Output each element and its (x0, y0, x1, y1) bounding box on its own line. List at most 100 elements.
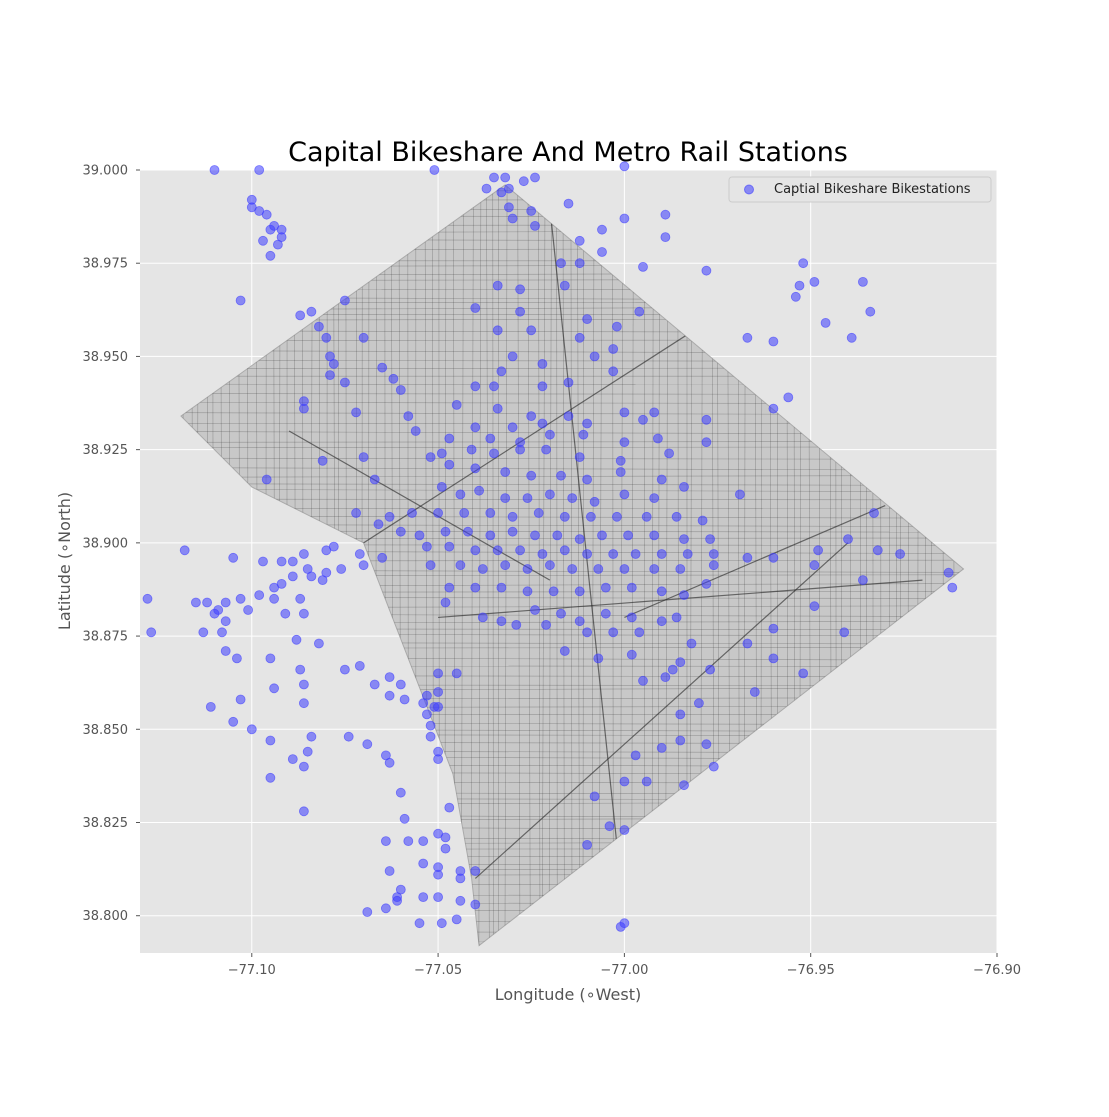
bikestation-point (594, 654, 603, 663)
bikestation-point (355, 661, 364, 670)
bikestation-point (661, 673, 670, 682)
bikestation-point (437, 919, 446, 928)
bikestation-point (262, 210, 271, 219)
bikestation-point (337, 565, 346, 574)
bikestation-point (504, 203, 513, 212)
bikestation-point (318, 456, 327, 465)
bikestation-point (210, 166, 219, 175)
bikestation-point (516, 546, 525, 555)
bikestation-point (490, 173, 499, 182)
bikestation-point (422, 542, 431, 551)
bikestation-point (445, 583, 454, 592)
bikestation-point (471, 423, 480, 432)
bikestation-point (180, 546, 189, 555)
bikestation-point (631, 751, 640, 760)
bikestation-point (538, 359, 547, 368)
legend-marker (745, 185, 754, 194)
bikestation-point (318, 576, 327, 585)
bikestation-point (385, 673, 394, 682)
bikestation-point (296, 665, 305, 674)
bikestation-point (650, 494, 659, 503)
bikestation-point (683, 550, 692, 559)
bikestation-point (769, 404, 778, 413)
bikestation-point (471, 464, 480, 473)
bikestation-point (296, 594, 305, 603)
bikestation-point (538, 419, 547, 428)
bikestation-point (422, 710, 431, 719)
bikestation-point (236, 296, 245, 305)
bikestation-point (385, 758, 394, 767)
bikestation-point (620, 408, 629, 417)
bikestation-point (445, 803, 454, 812)
bikestation-point (255, 166, 264, 175)
bikestation-point (609, 345, 618, 354)
bikestation-point (598, 248, 607, 257)
bikestation-point (635, 628, 644, 637)
bikestation-point (277, 557, 286, 566)
bikestation-point (396, 527, 405, 536)
bikestation-point (434, 702, 443, 711)
bikestation-point (322, 333, 331, 342)
bikestation-point (538, 382, 547, 391)
bikestation-point (147, 628, 156, 637)
legend: Captial Bikeshare Bikestations (729, 177, 991, 202)
bikestation-point (784, 393, 793, 402)
bikestation-point (344, 732, 353, 741)
bikestation-point (493, 281, 502, 290)
bikestation-point (844, 535, 853, 544)
bikestation-point (497, 617, 506, 626)
bikestation-point (575, 587, 584, 596)
bikestation-point (236, 695, 245, 704)
bikestation-point (534, 509, 543, 518)
bikestation-point (270, 684, 279, 693)
bikestation-point (266, 773, 275, 782)
y-tick-label: 38.825 (83, 816, 129, 831)
bikestation-point (441, 527, 450, 536)
bikestation-point (247, 725, 256, 734)
bikestation-point (482, 184, 491, 193)
bikestation-point (624, 531, 633, 540)
bikestation-point (314, 322, 323, 331)
bikestation-point (687, 639, 696, 648)
bikestation-point (329, 359, 338, 368)
y-tick-label: 39.000 (83, 164, 129, 179)
bikestation-point (501, 561, 510, 570)
bikestation-point (858, 576, 867, 585)
bikestation-point (680, 781, 689, 790)
bikestation-point (486, 531, 495, 540)
bikestation-point (702, 579, 711, 588)
bikestation-point (299, 609, 308, 618)
bikestation-point (307, 732, 316, 741)
bikestation-point (549, 587, 558, 596)
x-tick-label: −76.90 (973, 963, 1021, 978)
bikestation-point (575, 236, 584, 245)
bikestation-point (583, 315, 592, 324)
bikestation-point (612, 512, 621, 521)
bikestation-point (612, 322, 621, 331)
bikestation-point (709, 762, 718, 771)
bikestation-point (396, 680, 405, 689)
bikestation-point (896, 550, 905, 559)
bikestation-point (203, 598, 212, 607)
y-tick-label: 38.950 (83, 350, 129, 365)
bikestation-point (288, 755, 297, 764)
bikestation-point (672, 512, 681, 521)
bikestation-point (564, 378, 573, 387)
bikestation-point (519, 177, 528, 186)
bikestation-point (396, 386, 405, 395)
bikestation-point (221, 617, 230, 626)
bikestation-point (557, 259, 566, 268)
bikestation-point (497, 367, 506, 376)
bikestation-point (460, 509, 469, 518)
bikestation-point (531, 173, 540, 182)
bikestation-point (743, 333, 752, 342)
bikestation-point (769, 553, 778, 562)
bikestation-point (299, 762, 308, 771)
bikestation-point (385, 867, 394, 876)
bikestation-point (702, 266, 711, 275)
bikestation-point (508, 527, 517, 536)
bikestation-point (400, 695, 409, 704)
bikestation-point (281, 609, 290, 618)
bikestation-point (542, 620, 551, 629)
